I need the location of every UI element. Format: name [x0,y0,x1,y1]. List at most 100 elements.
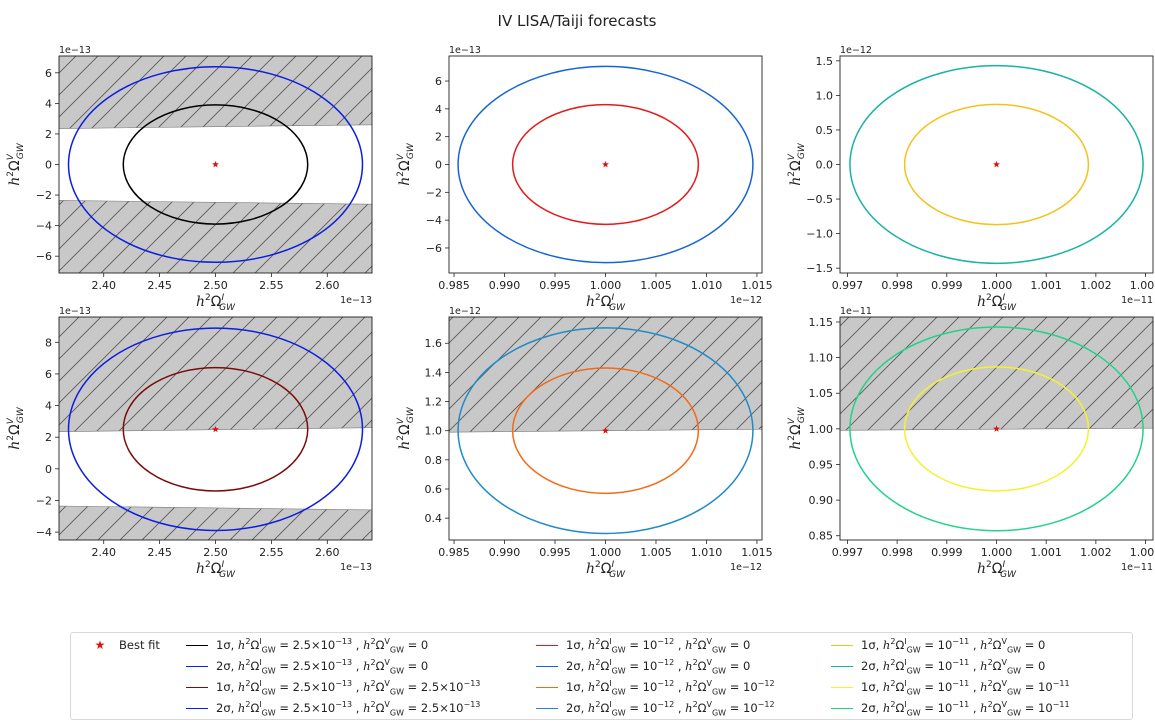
contour-2sigma [457,65,754,264]
contour-2sigma [849,326,1144,532]
y-tick-label: −1.5 [806,262,833,275]
x-tick-label: 1.002 [1080,279,1112,292]
legend-marker-star: ★ [94,638,106,652]
legend-x-value: = 10 [920,680,953,694]
legend-symbol: h2ΩVGW [685,700,727,718]
legend-symbol: h2ΩIGW [882,637,921,655]
legend-line [536,644,558,646]
legend-sep: , [352,701,364,715]
x-tick-label: 2.50 [203,279,228,292]
legend-sep: , [969,680,981,694]
legend-line [186,707,208,709]
y-tick-label: −0.5 [806,193,833,206]
excluded-region-0 [840,317,1153,431]
x-tick-label: 0.999 [931,546,963,559]
contour-1sigma [122,104,309,225]
x-axis-label: h2ΩI GW [586,560,626,580]
y-offset-label: 1e−12 [840,45,872,56]
legend-label: 2σ, h2ΩIGW = 10−12 , h2ΩVGW = 10−12 [566,700,775,718]
x-tick-label: 0.998 [881,546,913,559]
legend-line [536,707,558,709]
x-tick-label: 0.997 [832,279,864,292]
legend-sigma: 2σ, [216,701,238,715]
y-tick-label: 0.95 [809,458,834,471]
legend-symbol: h2ΩIGW [882,679,921,697]
legend-y-value: = 10 [1021,680,1053,694]
legend-y-value: = 0 [403,638,429,652]
legend-sep: , [969,659,981,673]
legend-label: 2σ, h2ΩIGW = 10−11 , h2ΩVGW = 10−11 [861,700,1070,718]
x-tick-label: 1.003 [1130,279,1155,292]
y-tick-label: −6 [426,242,442,255]
legend-symbol: h2ΩIGW [237,700,276,718]
x-tick-label: 1.000 [590,546,622,559]
plot-content [849,64,1144,265]
x-tick-label: 0.995 [539,279,571,292]
excluded-region-0 [449,317,762,433]
legend-symbol: h2ΩIGW [882,658,921,676]
legend-sigma: 1σ, [861,638,883,652]
legend-symbol: h2ΩIGW [587,637,626,655]
legend-entry: 1σ, h2ΩIGW = 2.5×10−13 , h2ΩVGW = 0 [186,636,428,654]
y-tick-label: 1.6 [425,337,443,350]
legend-symbol: h2ΩVGW [980,658,1022,676]
y-tick-label: −2 [36,189,52,202]
x-tick-label: 1.001 [1030,279,1062,292]
x-axis-label: h2ΩI GW [196,560,236,580]
y-tick-label: 1.10 [809,352,834,365]
x-offset-label: 1e−13 [340,562,372,573]
y-tick-label: 2 [45,128,52,141]
legend-sigma: 1σ, [216,680,238,694]
legend-line [831,665,853,667]
legend-line [536,665,558,667]
legend-symbol: h2ΩIGW [237,658,276,676]
x-tick-label: 0.999 [931,279,963,292]
y-axis-label: h2ΩVGW [787,142,807,186]
legend-label: 1σ, h2ΩIGW = 2.5×10−13 , h2ΩVGW = 0 [216,637,429,655]
y-tick-label: 6 [45,67,52,80]
x-tick-label: 2.45 [147,279,172,292]
y-tick-label: 2 [45,431,52,444]
y-tick-label: 0.90 [809,494,834,507]
x-offset-label: 1e−13 [340,295,372,306]
y-offset-label: 1e−13 [59,45,91,56]
legend-symbol: h2ΩVGW [363,658,404,676]
legend-y-value: = 0 [403,659,429,673]
best-fit-marker [212,425,219,433]
legend-symbol: h2ΩVGW [363,679,404,697]
chart-panel-2: 0.985 0.990 0.995 1.000 1.005 1.010 1.015 −6 −4 −… [396,45,773,313]
legend-line [186,686,208,688]
legend-entry: 2σ, h2ΩIGW = 10−12 , h2ΩVGW = 10−12 [536,699,775,717]
contour-2sigma [67,65,364,264]
contour-2sigma [457,327,754,535]
x-tick-label: 2.60 [315,279,340,292]
excluded-region-0 [59,56,372,129]
legend-sep: , [352,680,364,694]
y-tick-label: 0.0 [816,159,834,172]
legend-sigma: 1σ, [566,638,588,652]
x-tick-label: 1.003 [1130,546,1155,559]
legend-sigma: 2σ, [566,659,588,673]
y-tick-label: 0 [45,159,52,172]
y-tick-label: 0.4 [425,512,443,525]
x-offset-label: 1e−11 [1121,295,1153,306]
y-tick-label: 0.8 [425,454,443,467]
legend-label: 1σ, h2ΩIGW = 2.5×10−13 , h2ΩVGW = 2.5×10… [216,679,481,697]
legend-entry: 2σ, h2ΩIGW = 2.5×10−13 , h2ΩVGW = 2.5×10… [186,699,480,717]
y-tick-label: −4 [36,220,52,233]
legend-x-value: = 2.5×10 [275,659,336,673]
legend-entry: 1σ, h2ΩIGW = 10−11 , h2ΩVGW = 10−11 [831,678,1070,696]
y-offset-label: 1e−11 [840,306,872,317]
x-tick-label: 1.000 [981,279,1013,292]
legend-symbol: h2ΩIGW [587,658,626,676]
x-tick-label: 1.000 [981,546,1013,559]
x-tick-label: 2.40 [91,279,116,292]
plot-content [59,56,372,273]
y-offset-label: 1e−13 [59,306,91,317]
y-tick-label: −4 [36,526,52,539]
legend-line [831,686,853,688]
legend-entry: 2σ, h2ΩIGW = 10−11 , h2ΩVGW = 0 [831,657,1045,675]
legend-line [831,707,853,709]
legend-y-value: = 0 [1021,659,1046,673]
legend-symbol: h2ΩVGW [685,637,727,655]
